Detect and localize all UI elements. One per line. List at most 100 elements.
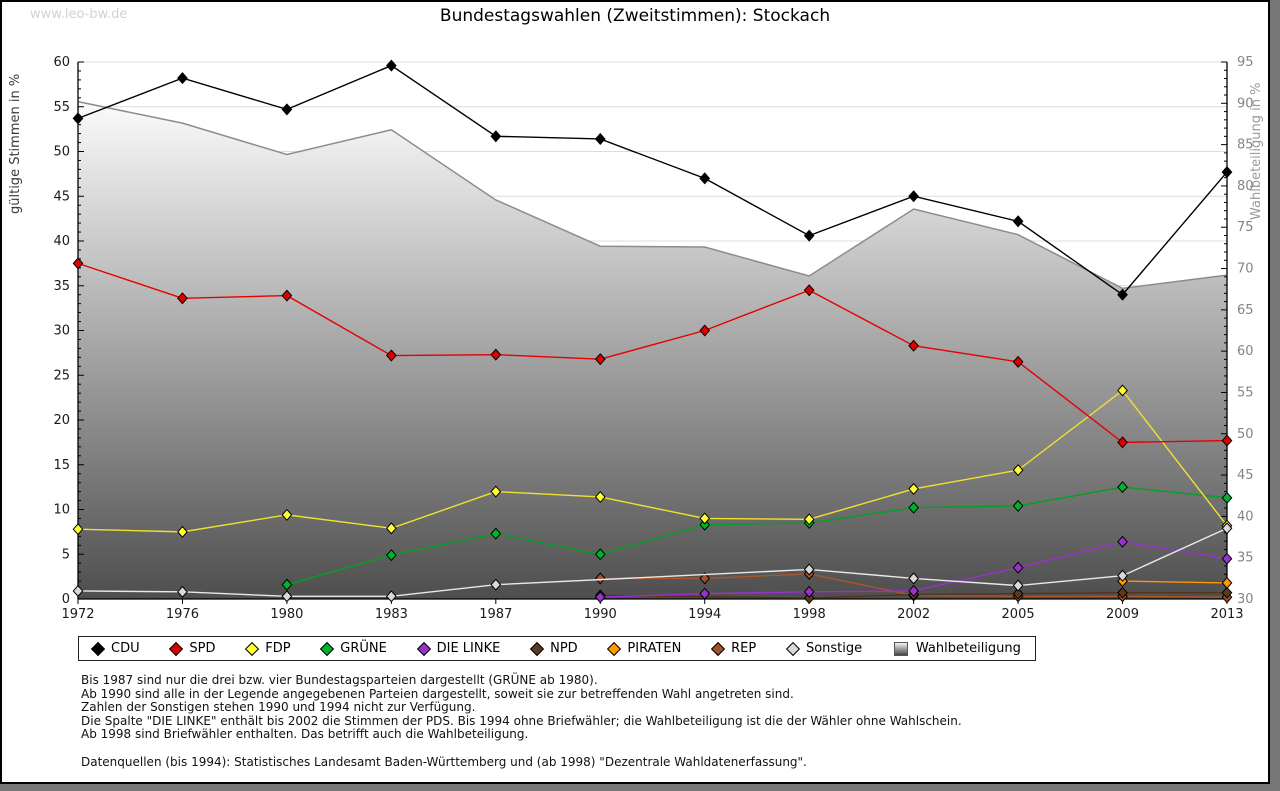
legend-item-wahlbeteiligung: Wahlbeteiligung	[893, 641, 1021, 656]
legend-item-die-linke: DIE LINKE	[416, 641, 500, 656]
legend-diamond-marker	[320, 641, 335, 656]
legend-diamond-marker	[530, 641, 545, 656]
x-tick-label: 1990	[584, 607, 617, 622]
legend-item-fdp: FDP	[245, 641, 291, 656]
series-line	[77, 64, 1228, 296]
y-left-tick-label: 10	[53, 503, 70, 518]
footnote-line: Ab 1998 sind Briefwähler enthalten. Das …	[81, 727, 529, 741]
footnote-line: Ab 1990 sind alle in der Legende angegeb…	[81, 686, 794, 701]
y-right-tick-label: 75	[1237, 220, 1254, 235]
data-point	[1221, 434, 1233, 447]
data-point	[1117, 384, 1128, 397]
data-point	[908, 339, 920, 352]
data-point	[594, 591, 606, 604]
legend-label: CDU	[111, 641, 140, 656]
x-tick-label: 1972	[61, 607, 94, 622]
y-right-tick-label: 30	[1237, 592, 1254, 607]
x-tick-label: 2009	[1106, 607, 1139, 622]
legend-item-rep: REP	[711, 641, 756, 656]
x-tick-label: 1998	[793, 607, 826, 622]
data-point	[1221, 166, 1233, 179]
data-point	[1012, 215, 1024, 228]
y-left-tick-label: 0	[62, 592, 70, 607]
y-right-tick-label: 40	[1237, 509, 1254, 524]
wahlbeteiligung-area	[78, 101, 1227, 599]
series-line	[600, 592, 1227, 599]
series-PIRATEN	[1117, 575, 1233, 589]
y-left-tick-label: 35	[53, 279, 70, 294]
x-tick-label: 1976	[166, 607, 199, 622]
data-point	[490, 527, 502, 540]
y-right-tick-label: 85	[1237, 138, 1254, 153]
data-point	[1117, 586, 1128, 599]
legend-diamond-marker	[711, 641, 726, 656]
data-point	[72, 112, 84, 125]
legend-diamond-marker	[90, 641, 106, 656]
footnote-line: Bis 1987 sind nur die drei bzw. vier Bun…	[81, 673, 598, 687]
data-source-line: Datenquellen (bis 1994): Statistisches L…	[81, 754, 807, 769]
series-line	[77, 527, 1228, 598]
data-point	[908, 501, 920, 514]
y-right-tick-label: 65	[1237, 303, 1254, 318]
data-point	[490, 348, 502, 361]
data-point	[72, 584, 84, 597]
y-right-tick-label: 45	[1237, 468, 1254, 483]
data-point	[72, 523, 84, 536]
x-tick-label: 2002	[897, 607, 930, 622]
legend-item-cdu: CDU	[90, 641, 140, 656]
data-point	[385, 522, 397, 535]
legend-item-sonstige: Sonstige	[785, 641, 862, 656]
data-point	[699, 324, 711, 337]
legend-diamond-marker	[607, 641, 622, 656]
x-tick-label: 2013	[1210, 607, 1243, 622]
footnote-line: Die Spalte "DIE LINKE" enthält bis 2002 …	[81, 713, 962, 728]
legend-diamond-marker	[416, 641, 431, 656]
data-point	[1221, 552, 1233, 565]
footnotes: Bis 1987 sind nur die drei bzw. vier Bun…	[81, 673, 962, 769]
data-point	[699, 518, 711, 531]
watermark: www.leo-bw.de	[30, 7, 128, 22]
election-line-chart: 0 5 10 15 20 25 30 35 40 45 50 55 60 30 35 40 45 50 55 60 65…	[53, 55, 1253, 622]
axes: 0 5 10 15 20 25 30 35 40 45 50 55 60 30 35 40 45 50 55 60 65…	[53, 55, 1253, 622]
data-point	[490, 578, 502, 591]
y-left-tick-label: 25	[53, 368, 70, 383]
data-point	[1117, 569, 1128, 582]
data-point	[594, 548, 606, 561]
data-point	[803, 563, 815, 576]
data-point	[281, 590, 293, 603]
data-point	[1221, 491, 1233, 504]
data-point	[803, 513, 815, 526]
data-point	[803, 284, 815, 297]
legend-label: NPD	[550, 641, 578, 656]
y-right-tick-label: 95	[1237, 55, 1254, 70]
y-left-tick-label: 5	[62, 547, 70, 562]
legend-diamond-marker	[169, 641, 184, 656]
data-point	[385, 549, 397, 562]
data-point	[699, 572, 711, 585]
data-point	[1012, 561, 1024, 574]
series-line	[77, 262, 1228, 444]
y-left-tick-label: 20	[53, 413, 70, 428]
data-point	[908, 482, 920, 495]
y-left-tick-label: 45	[53, 189, 70, 204]
data-point	[594, 353, 606, 366]
x-tick-label: 1994	[688, 607, 721, 622]
legend-item-piraten: PIRATEN	[607, 641, 681, 656]
series-GRÜNE	[281, 481, 1233, 591]
data-point	[908, 190, 920, 203]
y-right-tick-label: 90	[1237, 96, 1254, 111]
wahlbeteiligung-area-edge	[77, 100, 1228, 290]
data-point	[281, 508, 293, 521]
data-point	[1012, 464, 1024, 477]
legend-item-npd: NPD	[530, 641, 578, 656]
x-tick-label: 1980	[270, 607, 303, 622]
legend-item-spd: SPD	[169, 641, 215, 656]
data-point	[281, 289, 293, 302]
data-point	[281, 578, 293, 591]
data-point	[594, 132, 606, 146]
y-right-tick-label: 55	[1237, 385, 1254, 400]
data-point	[1117, 436, 1128, 449]
y-right-tick-label: 70	[1237, 262, 1254, 277]
page-title: Bundestagswahlen (Zweitstimmen): Stockac…	[439, 6, 831, 26]
data-point	[1117, 481, 1128, 494]
